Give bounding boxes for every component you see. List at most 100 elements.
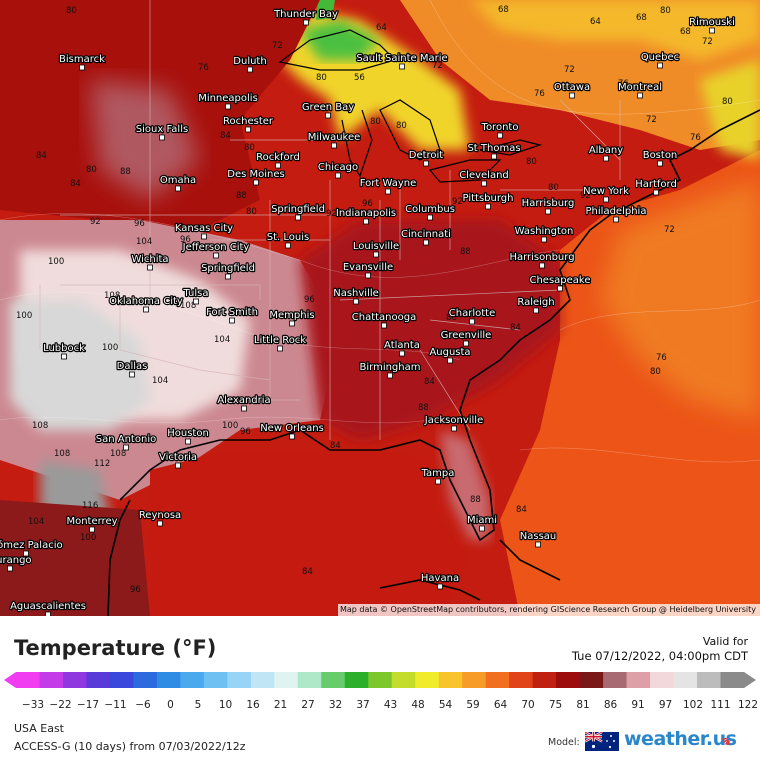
city-marker[interactable]: Springfield	[200, 262, 256, 280]
scale-swatch	[16, 672, 40, 688]
city-marker[interactable]: Jacksonville	[423, 414, 484, 432]
city-marker[interactable]: Charlotte	[448, 307, 496, 325]
city-marker[interactable]: Monterrey	[65, 515, 119, 533]
city-marker[interactable]: Harrisburg	[520, 197, 576, 215]
city-marker[interactable]: Indianapolis	[335, 207, 397, 225]
city-marker[interactable]: Fort Smith	[205, 306, 259, 324]
city-marker[interactable]: Bismarck	[58, 53, 106, 71]
city-marker[interactable]: Alexandria	[216, 394, 272, 412]
city-marker[interactable]: Nashville	[332, 287, 380, 305]
city-marker[interactable]: St Thomas	[466, 142, 522, 160]
city-marker[interactable]: Havana	[420, 572, 460, 590]
city-name: Minneapolis	[198, 93, 258, 104]
city-marker[interactable]: Albany	[588, 144, 624, 162]
city-marker[interactable]: Omaha	[159, 174, 197, 192]
city-marker[interactable]: Augusta	[428, 346, 472, 364]
temperature-value: 96	[134, 219, 145, 229]
city-marker[interactable]: Jefferson City	[180, 241, 251, 259]
city-marker[interactable]: Green Bay	[301, 101, 355, 119]
scale-swatch	[156, 672, 181, 688]
city-marker[interactable]: Little Rock	[253, 334, 308, 352]
city-marker[interactable]: Rochester	[222, 115, 275, 133]
city-marker[interactable]: Wichita	[130, 253, 170, 271]
city-marker[interactable]: Chicago	[317, 161, 359, 179]
city-dot	[175, 462, 181, 469]
city-marker[interactable]: Houston	[166, 427, 210, 445]
city-marker[interactable]: Detroit	[408, 149, 445, 167]
city-marker[interactable]: Tampa	[419, 467, 456, 485]
city-marker[interactable]: Victoria	[158, 451, 198, 469]
city-marker[interactable]: Ottawa	[553, 81, 591, 99]
city-marker[interactable]: San Antonio	[95, 433, 157, 451]
city-name: Tulsa	[182, 288, 208, 299]
valid-time: Tue 07/12/2022, 04:00pm CDT	[571, 649, 748, 663]
city-marker[interactable]: Minneapolis	[197, 92, 259, 110]
city-marker[interactable]: St. Louis	[266, 231, 310, 249]
city-name: Philadelphia	[586, 206, 647, 217]
city-marker[interactable]: Miami	[466, 514, 498, 532]
city-marker[interactable]: Sioux Falls	[135, 123, 189, 141]
city-marker[interactable]: Washington	[513, 225, 575, 243]
temperature-value: 88	[460, 247, 471, 257]
city-marker[interactable]: Raleigh	[516, 296, 556, 314]
city-name: Toronto	[481, 122, 519, 133]
city-marker[interactable]: Des Moines	[226, 168, 286, 186]
city-marker[interactable]: Greenville	[439, 329, 493, 347]
city-marker[interactable]: Louisville	[352, 240, 400, 258]
city-dot	[325, 112, 331, 119]
city-marker[interactable]: Dallas	[115, 360, 149, 378]
city-marker[interactable]: Reynosa	[138, 509, 182, 527]
city-marker[interactable]: Evansville	[342, 261, 394, 279]
city-dot	[385, 188, 391, 195]
city-marker[interactable]: Hartford	[634, 178, 678, 196]
temperature-map[interactable]: 80 72 64 64 68 80 68 76 80 56 72 72 76 68 72 84 80 88 84 84…	[0, 0, 760, 616]
city-marker[interactable]: Rimouski	[688, 16, 736, 34]
city-marker[interactable]: Milwaukee	[307, 131, 361, 149]
city-marker[interactable]: Durango	[0, 554, 33, 572]
city-marker[interactable]: Duluth	[232, 55, 268, 73]
model-run-label: ACCESS-G (10 days) from 07/03/2022/12z	[14, 740, 246, 753]
scale-tick-label: 43	[384, 699, 397, 711]
city-dot	[147, 264, 153, 271]
city-marker[interactable]: Cincinnati	[400, 228, 452, 246]
city-marker[interactable]: Springfield	[270, 203, 326, 221]
city-name: Nassau	[520, 531, 557, 542]
city-name: Raleigh	[517, 297, 554, 308]
city-marker[interactable]: Toronto	[479, 121, 520, 139]
city-marker[interactable]: Kansas City	[174, 222, 234, 240]
city-marker[interactable]: Sault Sainte Marie	[355, 52, 449, 70]
city-dot	[451, 425, 457, 432]
city-marker[interactable]: Thunder Bay	[272, 8, 339, 26]
scale-tick-label: −11	[104, 699, 126, 711]
city-marker[interactable]: New Orleans	[259, 422, 325, 440]
city-marker[interactable]: Philadelphia	[584, 205, 648, 223]
city-marker[interactable]: Aguascalientes	[9, 600, 87, 616]
city-name: Chesapeake	[529, 275, 590, 286]
city-marker[interactable]: Nassau	[519, 530, 557, 548]
city-marker[interactable]: Gómez Palacio	[0, 538, 64, 557]
city-marker[interactable]: Memphis	[268, 309, 316, 327]
city-marker[interactable]: New York	[582, 185, 630, 203]
city-marker[interactable]: Birmingham	[358, 361, 422, 379]
city-marker[interactable]: Lubbock	[42, 342, 86, 360]
city-marker[interactable]: Harrisonburg	[508, 251, 576, 269]
city-marker[interactable]: Fort Wayne	[359, 177, 417, 195]
scale-tick-label: −17	[77, 699, 99, 711]
city-marker[interactable]: Montreal	[617, 81, 663, 99]
brand-logo[interactable]: weather.us	[624, 728, 737, 750]
city-marker[interactable]: Boston	[642, 149, 678, 167]
city-name: Havana	[421, 573, 459, 584]
city-dot	[657, 160, 663, 167]
city-marker[interactable]: Columbus	[404, 203, 456, 221]
city-marker[interactable]: Chesapeake	[528, 274, 592, 292]
city-marker[interactable]: Quebec	[640, 51, 680, 69]
city-name: Oklahoma City	[109, 296, 183, 307]
city-marker[interactable]: Chattanooga	[351, 311, 417, 329]
city-marker[interactable]: Cleveland	[458, 169, 510, 187]
city-marker[interactable]: Tulsa	[181, 287, 210, 305]
city-marker[interactable]: Rockford	[255, 151, 301, 169]
city-marker[interactable]: Pittsburgh	[461, 192, 515, 210]
city-marker[interactable]: Atlanta	[383, 339, 421, 357]
city-dot	[709, 27, 715, 34]
city-marker[interactable]: Oklahoma City	[108, 295, 184, 313]
